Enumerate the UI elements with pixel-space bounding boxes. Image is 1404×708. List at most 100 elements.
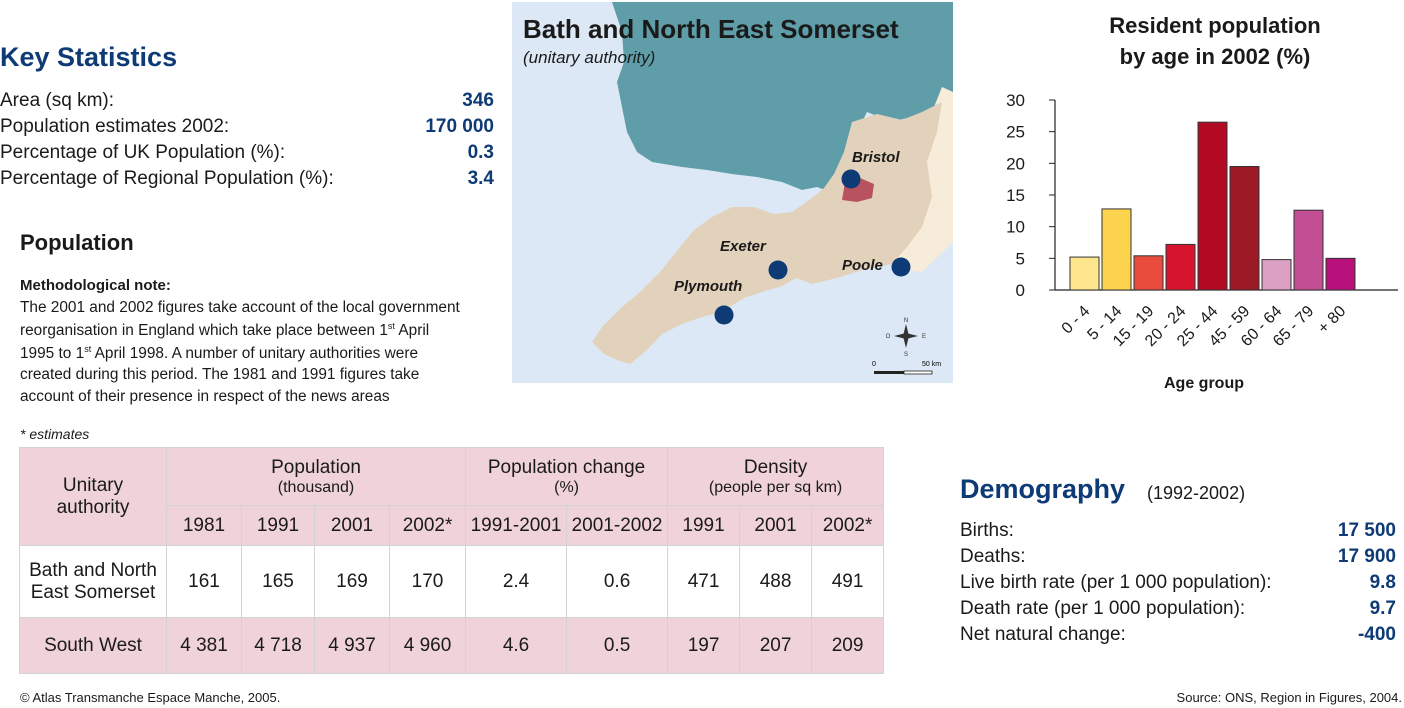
bar xyxy=(1325,257,1356,291)
x-axis-label: Age group xyxy=(1164,375,1244,392)
table-cell: 491 xyxy=(811,545,885,618)
stat-label: Percentage of Regional Population (%): xyxy=(0,168,334,189)
city-dot-poole xyxy=(891,257,911,277)
header-year: 1991-2001 xyxy=(465,505,568,546)
compass-e: E xyxy=(922,334,926,340)
compass-s: S xyxy=(904,352,908,358)
scale-label-start: 0 xyxy=(872,361,876,368)
demography-label: Net natural change: xyxy=(960,624,1126,645)
y-tick-label: 25 xyxy=(1006,123,1025,142)
copyright: © Atlas Transmanche Espace Manche, 2005. xyxy=(20,690,281,705)
city-label-poole: Poole xyxy=(842,257,883,274)
city-dot-exeter xyxy=(768,260,788,280)
table-cell: 471 xyxy=(667,545,741,618)
group-sublabel: (people per sq km) xyxy=(708,478,843,496)
demography-label: Births: xyxy=(960,520,1014,541)
stat-row: Area (sq km): 346 xyxy=(0,90,494,116)
header-population: Population (thousand) xyxy=(165,447,467,506)
header-unitary-authority: Unitary authority xyxy=(19,447,167,546)
note-line: account of their presence in respect of … xyxy=(20,388,390,405)
methodological-note-title: Methodological note: xyxy=(20,277,171,294)
south-west-region xyxy=(592,102,942,364)
bar xyxy=(1197,121,1228,291)
note-text: April 1998. A number of unitary authorit… xyxy=(91,345,419,362)
map-subtitle: (unitary authority) xyxy=(523,48,656,67)
bar xyxy=(1293,209,1324,291)
note-text: 1995 to 1 xyxy=(20,345,85,362)
group-label: Population change xyxy=(487,456,646,478)
header-year: 1991 xyxy=(241,505,315,546)
x-tick-label: + 80 xyxy=(1315,303,1349,337)
note-text: reorganisation in England which take pla… xyxy=(20,322,388,339)
city-dot-plymouth xyxy=(714,305,734,325)
city-label-plymouth: Plymouth xyxy=(674,278,743,295)
group-sublabel: (thousand) xyxy=(277,478,355,496)
table-cell: 170 xyxy=(388,545,467,618)
stat-label: Area (sq km): xyxy=(0,90,115,111)
group-label: Density xyxy=(743,456,808,478)
demography-label: Deaths: xyxy=(960,546,1026,567)
group-sublabel: (%) xyxy=(554,478,579,496)
table-cell: 4.6 xyxy=(465,617,568,674)
city-label-bristol: Bristol xyxy=(852,149,900,166)
note-line: created during this period. The 1981 and… xyxy=(20,366,420,383)
header-year: 2002* xyxy=(811,505,885,546)
chart-title: Resident population by age in 2002 (%) xyxy=(1030,10,1400,72)
demography-row: Live birth rate (per 1 000 population): … xyxy=(960,572,1396,598)
south-west-map: N S E O 0 50 km xyxy=(512,2,953,383)
header-year: 2001 xyxy=(314,505,390,546)
header-year: 2001 xyxy=(739,505,813,546)
table-cell: 488 xyxy=(739,545,813,618)
compass-icon: N S E O xyxy=(886,318,926,358)
y-tick-label: 30 xyxy=(1006,91,1025,110)
city-label-exeter: Exeter xyxy=(720,238,766,255)
table-cell: 207 xyxy=(739,617,813,674)
demography-row: Deaths: 17 900 xyxy=(960,546,1396,572)
demography-row: Net natural change: -400 xyxy=(960,624,1396,650)
demography-value: 9.7 xyxy=(1369,598,1396,619)
stat-value: 3.4 xyxy=(467,168,494,189)
stat-label: Population estimates 2002: xyxy=(0,116,230,137)
table-cell: 197 xyxy=(667,617,741,674)
note-superscript: st xyxy=(84,344,92,354)
demography-label: Live birth rate (per 1 000 population): xyxy=(960,572,1272,593)
stat-value: 0.3 xyxy=(467,142,494,163)
note-line: The 2001 and 2002 figures take account o… xyxy=(20,299,460,316)
demography-label: Death rate (per 1 000 population): xyxy=(960,598,1246,619)
table-cell: 209 xyxy=(811,617,885,674)
population-table: Unitary authority Population (thousand) P… xyxy=(19,447,885,674)
header-year: 1981 xyxy=(166,505,242,546)
table-cell: 2.4 xyxy=(465,545,568,618)
header-year: 2001-2002 xyxy=(566,505,669,546)
note-line: reorganisation in England which take pla… xyxy=(20,321,429,340)
demography-row: Death rate (per 1 000 population): 9.7 xyxy=(960,598,1396,624)
bar xyxy=(1101,208,1132,291)
stat-value: 170 000 xyxy=(425,116,494,137)
table-cell: 4 937 xyxy=(314,617,390,674)
key-statistics-title: Key Statistics xyxy=(0,42,178,72)
table-cell: 4 960 xyxy=(388,617,467,674)
note-superscript: st xyxy=(387,321,395,331)
source: Source: ONS, Region in Figures, 2004. xyxy=(1176,690,1402,705)
table-cell: 165 xyxy=(241,545,315,618)
demography-title: Demography xyxy=(960,474,1126,504)
header-year: 1991 xyxy=(667,505,741,546)
stat-value: 346 xyxy=(462,90,494,111)
scale-bar: 0 50 km xyxy=(872,361,941,375)
y-tick-label: 15 xyxy=(1006,186,1025,205)
table-cell: 0.6 xyxy=(566,545,669,618)
population-title: Population xyxy=(20,230,134,255)
bar xyxy=(1261,259,1292,291)
row-name: South West xyxy=(19,617,167,674)
bar xyxy=(1133,255,1164,291)
stat-row: Population estimates 2002: 170 000 xyxy=(0,116,494,142)
demography-row: Births: 17 500 xyxy=(960,520,1396,546)
y-tick-label: 10 xyxy=(1006,218,1025,237)
demography-value: 9.8 xyxy=(1369,572,1396,593)
estimates-note: * estimates xyxy=(20,426,90,442)
chart-title-line: Resident population xyxy=(1109,13,1321,38)
map-title: Bath and North East Somerset xyxy=(523,14,899,44)
scale-label-end: 50 km xyxy=(922,361,941,368)
header-year: 2002* xyxy=(388,505,467,546)
